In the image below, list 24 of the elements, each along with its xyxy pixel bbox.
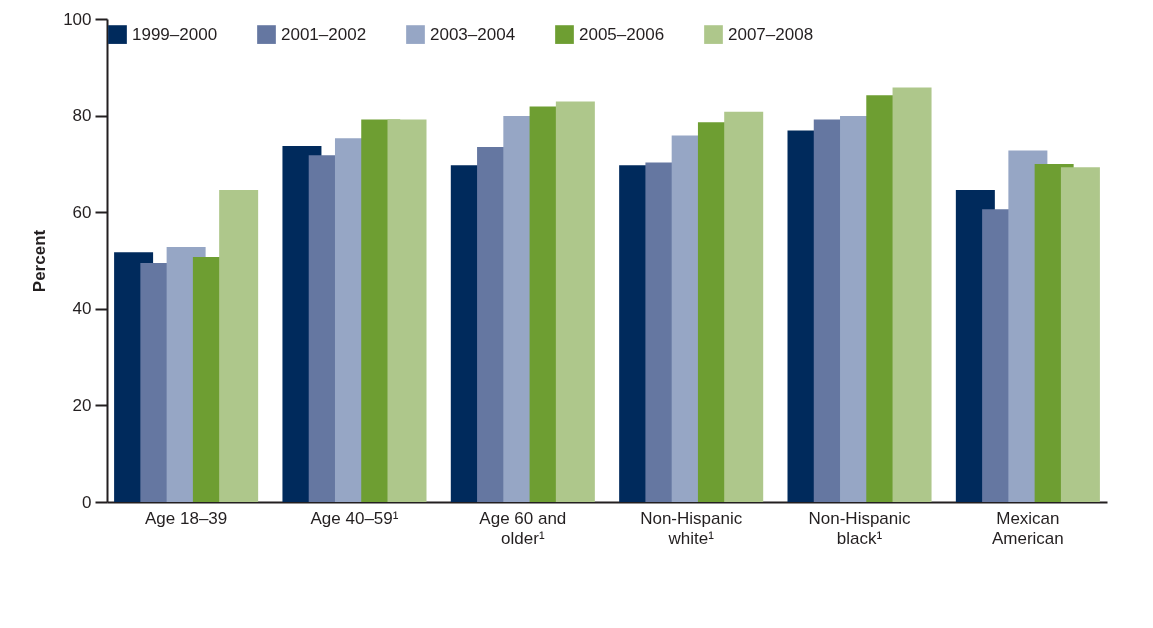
bar (892, 87, 932, 502)
legend-label: 1999–2000 (132, 24, 218, 44)
y-tick-label: 20 (72, 395, 92, 415)
y-tick-label: 60 (72, 202, 92, 222)
x-tick-label: Non-Hispanic black¹ (808, 508, 912, 548)
legend-label: 2005–2006 (579, 24, 665, 44)
legend-label: 2001–2002 (281, 24, 367, 44)
bar (1060, 167, 1100, 502)
x-tick-label: Non-Hispanic white¹ (640, 508, 743, 548)
bar (724, 111, 764, 502)
bar (219, 189, 259, 502)
bar (555, 101, 595, 502)
legend-label: 2007–2008 (728, 24, 814, 44)
x-tick-label: Mexican American (991, 508, 1064, 548)
y-tick-label: 80 (72, 106, 92, 126)
x-tick-label: Age 60 and older¹ (479, 508, 567, 548)
y-axis-title: Percent (30, 229, 50, 293)
legend-label: 2003–2004 (430, 24, 516, 44)
y-tick-label: 40 (72, 299, 92, 319)
y-tick-label: 100 (63, 9, 92, 29)
bar (387, 119, 427, 502)
y-tick-label: 0 (82, 492, 92, 512)
x-tick-label: Age 40–59¹ (310, 508, 399, 528)
x-tick-label: Age 18–39 (145, 508, 228, 528)
